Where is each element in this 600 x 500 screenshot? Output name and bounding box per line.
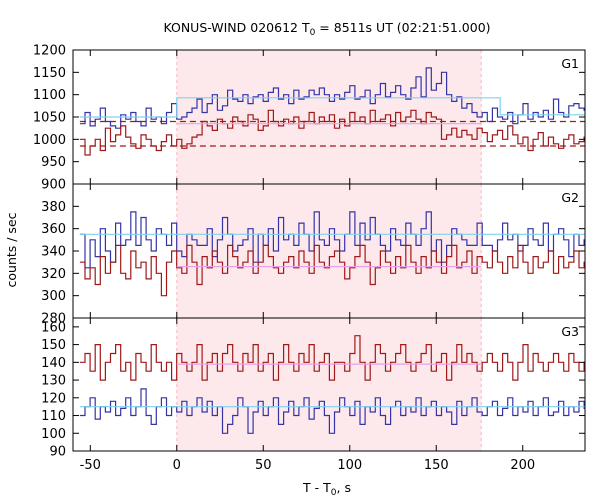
panel-g1: 900 950 1000 1050 1100 1150 1200 G1 [33,44,586,193]
y-tick-label: 1100 [33,88,66,103]
series-group [79,335,585,434]
y-tick-label: 140 [41,356,66,371]
series-red-g3 [79,335,585,381]
y-tick-label: 280 [41,312,66,327]
y-tick-label: 360 [41,222,66,237]
y-tick-label: 900 [41,178,66,193]
y-tick-label: 90 [49,445,66,460]
x-tick-label: 100 [337,458,362,473]
x-tick-label: 150 [424,458,449,473]
y-tick-label: 100 [41,427,66,442]
y-tick-label: 120 [41,391,66,406]
y-tick-label: 1050 [33,111,66,126]
y-tick-label: 150 [41,338,66,353]
panel-label: G1 [561,56,579,71]
y-tick-label: 380 [41,200,66,215]
y-tick-label: 320 [41,267,66,282]
series-red-g2 [79,244,585,297]
x-tick-label: 50 [255,458,272,473]
y-tick-label: 300 [41,289,66,304]
y-tick-label: 1200 [33,44,66,59]
x-tick-label: -50 [80,458,101,473]
y-tick-label: 1000 [33,133,66,148]
y-tick-label: 160 [41,320,66,335]
panel-g3: 90 100 110 120 130 140 150 160 G3 [41,317,586,460]
chart-title: KONUS-WIND 020612 T0 = 8511s UT (02:21:5… [163,20,490,38]
y-axis-label: counts / sec [4,212,19,287]
x-tick-label: 200 [510,458,535,473]
panel-frame [72,317,586,452]
series-group [79,67,585,156]
panel-label: G3 [561,324,579,339]
series-blue-g3 [79,388,585,434]
y-tick-label: 340 [41,245,66,260]
panel-g2: 280 300 320 340 360 380 G2 [41,183,586,327]
x-axis-label: T - T0, s [302,480,351,498]
y-tick-label: 1150 [33,66,66,81]
y-tick-label: 110 [41,409,66,424]
panel-label: G2 [561,190,579,205]
series-group [79,211,585,297]
y-tick-label: 130 [41,374,66,389]
fit-level-fit [79,97,585,118]
plot-area: 90095010001050110011501200G1280300320340… [33,44,586,473]
x-tick-label: 0 [173,458,181,473]
y-tick-label: 950 [41,155,66,170]
